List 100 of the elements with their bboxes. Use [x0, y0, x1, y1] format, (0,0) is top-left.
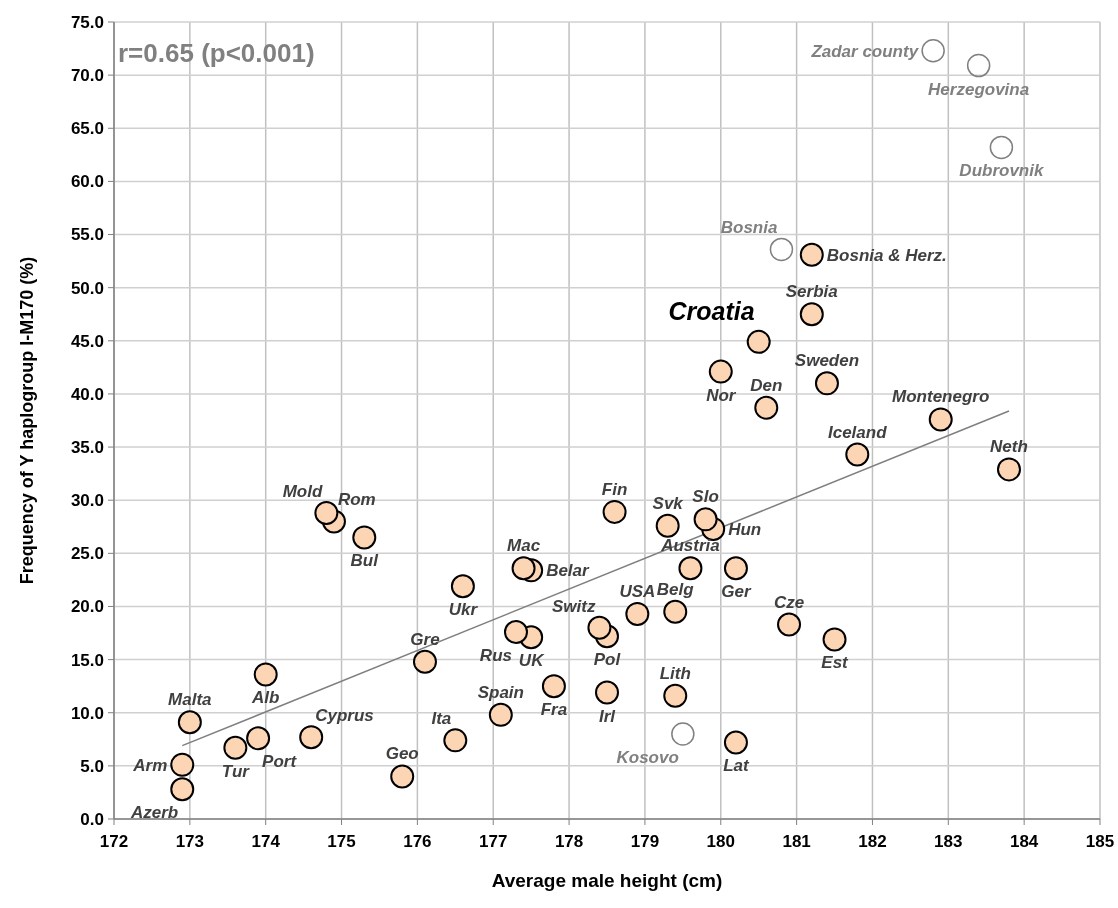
annotation: Fin	[601, 479, 628, 499]
annotation: Bul	[350, 551, 380, 571]
x-tick-label: 179	[630, 832, 660, 851]
annotation: Spain	[477, 682, 524, 702]
annotation: Tur	[221, 761, 251, 781]
point	[663, 599, 688, 624]
y-tick-label: 40.0	[70, 384, 104, 404]
point	[503, 619, 528, 644]
annotation: UK	[518, 651, 546, 671]
point	[655, 513, 680, 538]
annotation: Lat	[723, 756, 751, 776]
point	[587, 615, 612, 640]
annotation: Mold	[282, 481, 323, 501]
annotation: Port	[262, 752, 298, 772]
annotation: Ger	[721, 582, 752, 602]
annotation: Gre	[410, 629, 440, 649]
point	[996, 457, 1021, 482]
point	[723, 730, 748, 755]
point	[777, 612, 802, 637]
x-tick-label: 176	[403, 832, 432, 851]
point	[443, 728, 468, 753]
y-tick-label: 0.0	[80, 809, 104, 829]
annotation: Arm	[132, 755, 168, 775]
x-tick-label: 177	[479, 832, 508, 851]
point	[928, 407, 953, 432]
annotation: Belg	[656, 579, 695, 599]
annotation: Zadar county	[810, 41, 920, 61]
x-tick-label: 174	[251, 832, 281, 851]
point	[488, 702, 513, 727]
annotation: Herzegovina	[928, 79, 1030, 99]
point	[845, 442, 870, 467]
point	[299, 725, 324, 750]
annotation: Iceland	[828, 422, 888, 442]
point	[602, 499, 627, 524]
annotation: Nor	[706, 385, 737, 405]
annotation: Rus	[479, 645, 512, 665]
point	[223, 735, 248, 760]
annotation: Irl	[598, 706, 617, 726]
point	[177, 710, 202, 735]
annotation: Bosnia	[720, 218, 778, 238]
annotation: Bosnia & Herz.	[826, 245, 947, 265]
y-tick-label: 15.0	[70, 650, 104, 670]
annotation: Rom	[337, 490, 376, 510]
x-axis-title: Average male height (cm)	[491, 870, 723, 891]
annotation: Alb	[251, 688, 280, 708]
point	[170, 752, 195, 777]
annotation: r=0.65 (p<0.001)	[118, 38, 315, 68]
annotation: Mac	[507, 536, 541, 556]
annotation: Den	[750, 375, 783, 395]
point	[541, 674, 566, 699]
point	[769, 237, 794, 262]
annotation: Montenegro	[892, 387, 990, 407]
annotation: Sweden	[794, 351, 860, 371]
y-tick-label: 55.0	[70, 225, 104, 245]
x-tick-label: 178	[554, 832, 584, 851]
annotation: Dubrovnik	[959, 161, 1045, 181]
point	[511, 556, 536, 581]
point	[253, 662, 278, 687]
point	[693, 507, 718, 532]
point	[754, 395, 779, 420]
point	[708, 359, 733, 384]
point	[450, 574, 475, 599]
y-tick-label: 70.0	[70, 66, 104, 86]
point	[822, 627, 847, 652]
point	[966, 53, 991, 78]
annotation: Svk	[652, 493, 685, 513]
point	[314, 500, 339, 525]
annotation: Est	[821, 653, 850, 673]
annotation: Azerb	[130, 803, 179, 823]
annotation: Switz	[551, 596, 596, 616]
y-tick-label: 65.0	[70, 119, 104, 139]
x-tick-label: 183	[934, 832, 963, 851]
annotation: Ita	[431, 709, 452, 729]
point	[678, 556, 703, 581]
annotation: Malta	[168, 690, 212, 710]
x-tick-label: 182	[858, 832, 887, 851]
x-tick-label: 172	[99, 832, 129, 851]
point	[390, 764, 415, 789]
x-tick-label: 180	[706, 832, 735, 851]
y-tick-label: 50.0	[70, 278, 104, 298]
point	[625, 601, 650, 626]
x-tick-label: 181	[782, 832, 811, 851]
y-tick-label: 20.0	[70, 597, 104, 617]
point	[352, 525, 377, 550]
annotation: Slo	[692, 487, 719, 507]
annotation: Croatia	[668, 296, 755, 325]
y-tick-label: 45.0	[70, 331, 104, 351]
annotation: Lith	[659, 663, 691, 683]
point	[989, 135, 1014, 160]
point	[595, 680, 619, 705]
point	[799, 302, 824, 327]
point	[412, 649, 437, 674]
point	[746, 329, 771, 354]
y-tick-label: 60.0	[70, 172, 104, 192]
annotation: Fra	[540, 700, 568, 720]
annotation: Serbia	[785, 282, 838, 302]
y-tick-label: 75.0	[70, 12, 104, 32]
x-tick-label: 173	[175, 832, 205, 851]
y-tick-label: 30.0	[70, 491, 104, 511]
annotation: Cze	[773, 592, 805, 612]
